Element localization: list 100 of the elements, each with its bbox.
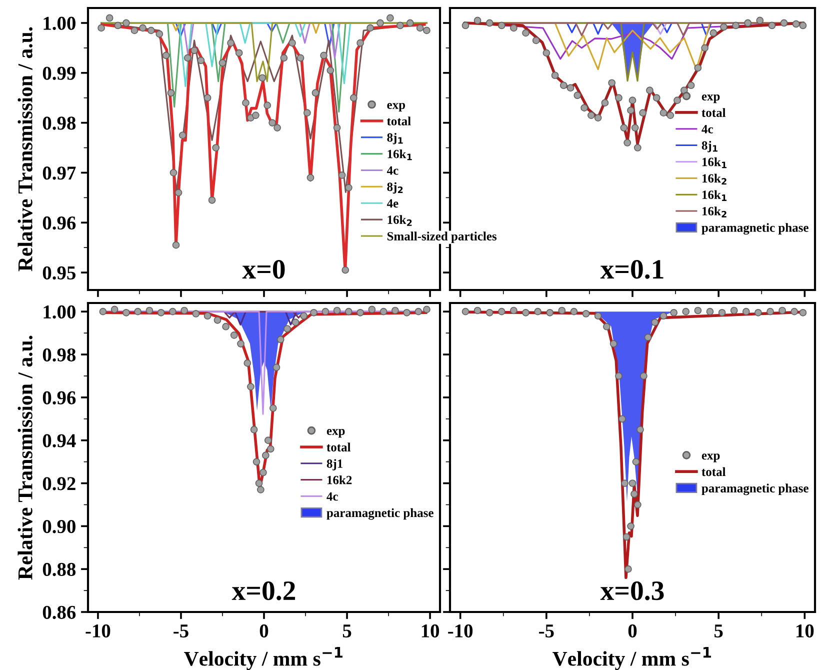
point xyxy=(732,22,740,30)
point xyxy=(594,312,602,320)
point xyxy=(214,316,222,324)
point xyxy=(208,196,216,204)
point xyxy=(627,522,634,530)
point xyxy=(666,112,674,119)
point xyxy=(306,174,314,182)
point xyxy=(250,426,258,434)
point xyxy=(498,308,506,316)
point xyxy=(242,99,250,107)
legend-label: paramagnetic phase xyxy=(326,508,434,520)
point xyxy=(130,26,138,34)
point xyxy=(640,372,648,380)
y-tick-label: 0.97 xyxy=(42,166,76,180)
point xyxy=(380,308,388,316)
point xyxy=(744,19,752,27)
point xyxy=(280,54,288,62)
y-axis-title: Relative Transmission / a.u. xyxy=(18,27,32,272)
point xyxy=(542,49,550,57)
point xyxy=(322,308,330,316)
point xyxy=(169,308,176,316)
y-tick-label: 0.96 xyxy=(42,216,76,230)
point xyxy=(192,310,200,318)
point xyxy=(237,340,244,348)
legend-label: exp xyxy=(326,429,345,438)
annotation: x=0.2 xyxy=(232,581,296,600)
y-tick-label: 1.00 xyxy=(44,305,76,319)
y-tick-label: 0.95 xyxy=(42,266,76,280)
point xyxy=(356,39,364,47)
legend-label: 8j$_{1}$ xyxy=(702,140,718,152)
point xyxy=(558,306,566,314)
point xyxy=(710,29,718,37)
point xyxy=(184,54,192,62)
point xyxy=(636,426,644,434)
point xyxy=(486,19,494,27)
point xyxy=(180,306,188,314)
point xyxy=(610,340,618,348)
x-tick-label: 10 xyxy=(422,624,440,638)
point xyxy=(582,310,590,318)
point xyxy=(498,22,506,30)
point xyxy=(601,99,609,107)
point xyxy=(694,64,702,72)
point xyxy=(414,308,422,316)
point xyxy=(110,306,118,314)
point xyxy=(162,52,170,60)
legend-label: 16k2 xyxy=(327,475,352,484)
y-tick-label: 1.00 xyxy=(44,16,76,30)
x-tick-label: -10 xyxy=(86,624,110,638)
legend-label: 16k$_{1}$ xyxy=(702,190,727,201)
point xyxy=(594,114,602,122)
legend-label: total xyxy=(702,108,726,117)
point xyxy=(670,308,678,316)
legend-label: paramagnetic phase xyxy=(702,484,808,496)
point xyxy=(264,436,272,444)
y-axis-title: Relative Transmission / a.u. xyxy=(18,336,32,580)
point xyxy=(574,92,582,100)
point xyxy=(652,94,660,102)
point xyxy=(190,46,198,54)
point xyxy=(588,112,595,119)
point xyxy=(284,325,291,332)
x-tick-label: 5 xyxy=(342,624,352,638)
point xyxy=(403,308,410,316)
point xyxy=(768,22,776,30)
y-tick-label: 0.98 xyxy=(42,348,76,362)
point xyxy=(269,404,277,412)
point xyxy=(312,89,320,97)
point xyxy=(627,106,634,114)
point xyxy=(416,24,424,32)
legend-label: 16k$_{2}$ xyxy=(702,174,726,185)
point xyxy=(396,22,404,30)
point xyxy=(615,372,622,380)
legend-label: 16k$_{1}$ xyxy=(702,157,727,168)
point xyxy=(608,79,616,87)
y-tick-label: 0.98 xyxy=(42,116,76,130)
legend-label: Small-sized particles xyxy=(387,232,497,243)
y-tick-label: 0.99 xyxy=(42,66,76,80)
point xyxy=(534,308,542,316)
point xyxy=(122,19,130,27)
point xyxy=(423,26,430,34)
point xyxy=(139,24,146,32)
point xyxy=(333,124,341,132)
legend-label: 16k$_{2}$ xyxy=(702,206,726,218)
point xyxy=(462,308,470,316)
point xyxy=(276,336,284,344)
point xyxy=(259,468,267,476)
point xyxy=(356,308,364,316)
x-tick-label: 5 xyxy=(714,624,723,638)
legend-label: 16k$_{2}$ xyxy=(388,215,412,226)
point xyxy=(134,308,142,316)
point xyxy=(615,94,622,102)
point xyxy=(350,94,358,102)
point xyxy=(167,89,175,97)
point xyxy=(639,109,647,116)
point xyxy=(391,306,399,314)
point xyxy=(423,306,430,314)
point xyxy=(303,109,311,116)
point xyxy=(624,565,632,573)
point xyxy=(780,19,788,27)
point xyxy=(156,30,164,38)
point xyxy=(333,306,341,314)
